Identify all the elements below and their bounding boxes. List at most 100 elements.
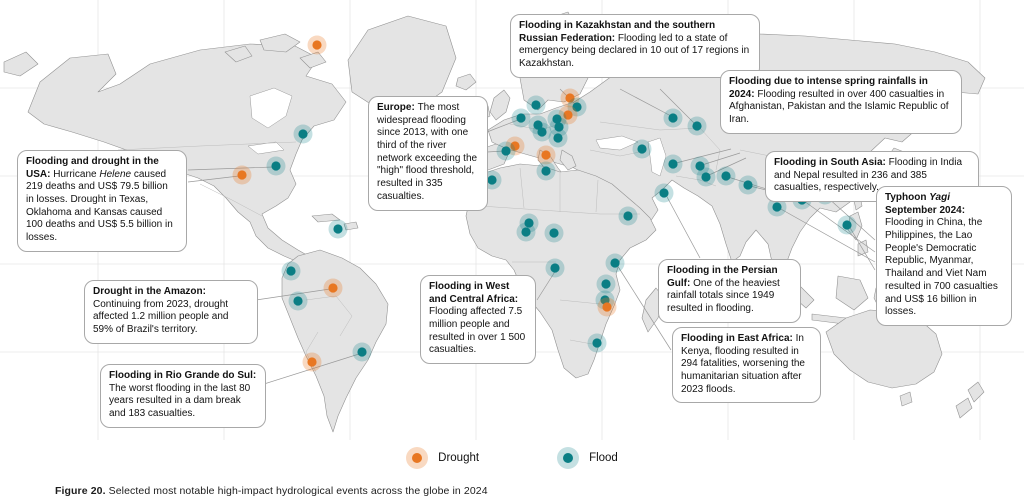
legend-label-flood: Flood: [589, 452, 618, 464]
callout-title: Flooding in Kazakhstan and the southern …: [519, 20, 716, 44]
drought-marker: [323, 278, 343, 298]
flood-marker: [632, 139, 652, 159]
flood-marker: [690, 156, 710, 176]
leader-line: [659, 88, 696, 125]
callout-title: Flooding in Rio Grande do Sul:: [109, 370, 257, 381]
landmass-balkans: [559, 149, 577, 171]
drought-marker: [307, 35, 327, 55]
callout-rio-grande-do-sul: Flooding in Rio Grande do Sul: The worst…: [100, 364, 266, 428]
leader-line: [848, 225, 876, 271]
leader-line: [536, 269, 557, 301]
flood-marker: [654, 183, 674, 203]
flood-marker: [496, 141, 516, 161]
landmass-tasmania: [899, 391, 913, 407]
landmass-africa: [465, 163, 657, 379]
flood-marker-icon: [557, 447, 580, 469]
flood-marker: [352, 342, 372, 362]
flood-marker: [532, 122, 552, 142]
flood-marker: [567, 97, 587, 117]
leader-line: [255, 288, 331, 301]
flood-marker: [516, 222, 536, 242]
drought-marker: [560, 88, 580, 108]
drought-marker: [302, 352, 322, 372]
flood-marker: [663, 154, 683, 174]
landmass-australia: [825, 309, 943, 389]
figure-caption: Figure 20. Selected most notable high-im…: [55, 485, 488, 497]
flood-marker: [266, 156, 286, 176]
callout-body: In Kenya, flooding resulted in 294 fatal…: [681, 333, 805, 395]
landmass-chukotka: [3, 51, 39, 77]
callout-title: Flooding in the Persian Gulf:: [667, 265, 778, 289]
leader-line: [187, 175, 240, 183]
flood-marker: [526, 95, 546, 115]
callout-persian-gulf: Flooding in the Persian Gulf: One of the…: [658, 259, 801, 323]
landmass-new-zealand: [955, 397, 973, 419]
flood-marker: [687, 116, 707, 136]
callout-title: Flooding in East Africa:: [681, 333, 796, 344]
drought-marker: [597, 297, 617, 317]
callout-title: Typhoon: [885, 192, 930, 203]
flood-marker: [549, 117, 569, 137]
callout-body: The worst flooding in the last 80 years …: [109, 382, 251, 420]
flood-marker: [618, 206, 638, 226]
flood-marker: [328, 219, 348, 239]
landmass-iceland: [455, 73, 477, 91]
map-legend: Drought Flood: [0, 447, 1024, 469]
leader-line: [486, 150, 505, 153]
drought-marker: [536, 145, 556, 165]
drought-marker: [558, 105, 578, 125]
landmass-uk: [489, 89, 511, 121]
callout-body: One of the heaviest rainfall totals sinc…: [667, 277, 780, 315]
landmass-borneo: [835, 275, 869, 311]
landmass-south-america: [281, 249, 389, 433]
callout-kazakhstan: Flooding in Kazakhstan and the southern …: [510, 14, 760, 78]
landmass-arctic-islands: [299, 51, 327, 69]
drought-marker: [232, 165, 252, 185]
flood-marker: [587, 333, 607, 353]
landmass-hispaniola: [343, 221, 359, 231]
callout-title: Flooding due to intense spring rainfalls…: [729, 76, 928, 100]
callout-spring-rainfalls: Flooding due to intense spring rainfalls…: [720, 70, 962, 134]
leader-line: [675, 148, 732, 164]
callout-body: Helene: [99, 168, 132, 180]
callout-body: The most widespread flooding since 2013,…: [377, 102, 478, 202]
event-markers: [232, 35, 857, 372]
flood-marker: [596, 274, 616, 294]
callout-body: Flooding in India and Nepal resulted in …: [774, 157, 963, 194]
callout-body: caused 219 deaths and US$ 79.5 billion i…: [26, 168, 173, 244]
figure-number: Figure 20.: [55, 485, 106, 497]
landmass-philippines: [857, 239, 869, 257]
callout-amazon: Drought in the Amazon: Continuing from 2…: [84, 280, 258, 344]
flood-marker: [716, 166, 736, 186]
callout-title: Flooding and drought in the USA:: [26, 156, 159, 180]
flood-marker: [696, 167, 716, 187]
callout-west-central-africa: Flooding in West and Central Africa: Flo…: [420, 275, 536, 365]
callout-title: Flooding in South Asia:: [774, 157, 889, 168]
leader-line: [619, 88, 672, 117]
flood-marker: [544, 223, 564, 243]
callout-body: Flooding affected 7.5 million people and…: [429, 306, 526, 356]
callout-east-africa: Flooding in East Africa: In Kenya, flood…: [672, 327, 821, 404]
drought-marker-icon: [406, 447, 429, 469]
callout-body: Hurricane: [53, 168, 100, 180]
callout-body: Flooding in China, the Philippines, the …: [885, 217, 998, 318]
flood-marker: [293, 124, 313, 144]
flood-marker: [837, 215, 857, 235]
callout-body: Continuing from 2023, drought affected 1…: [93, 298, 229, 336]
leader-line: [708, 157, 747, 176]
country-borders: [117, 121, 831, 373]
hudson-bay: [249, 87, 293, 129]
flood-marker: [281, 261, 301, 281]
landmass-new-zealand: [967, 381, 985, 403]
leader-line: [616, 264, 672, 351]
leader-line: [778, 207, 876, 263]
flood-marker: [738, 175, 758, 195]
caspian-sea: [647, 137, 667, 177]
leader-line: [803, 200, 876, 253]
leader-line: [665, 194, 701, 259]
landmass-arctic-islands: [224, 45, 253, 63]
callout-usa: Flooding and drought in the USA: Hurrica…: [17, 150, 187, 252]
flood-marker: [545, 258, 565, 278]
